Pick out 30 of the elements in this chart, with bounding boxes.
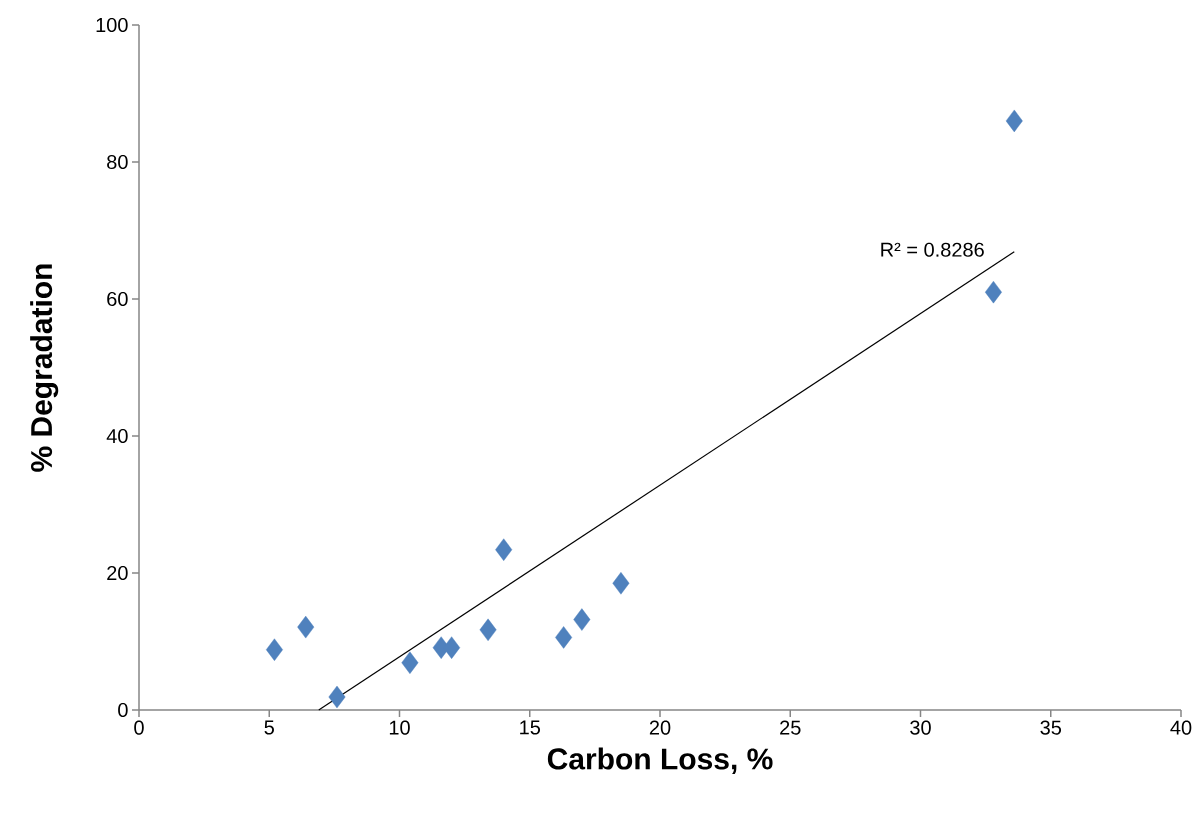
x-tick-label: 15 xyxy=(520,720,541,735)
y-tick-label: 20 xyxy=(107,565,128,581)
point xyxy=(555,626,573,649)
annotation: R² = 0.8286 xyxy=(881,242,984,257)
x-tick-label: 30 xyxy=(910,720,931,735)
x-tick-label: 0 xyxy=(134,720,144,735)
x-tick-label: 25 xyxy=(780,720,801,735)
y-tick-label: 40 xyxy=(106,428,128,444)
point xyxy=(612,572,630,595)
point xyxy=(479,618,497,642)
y-tick-label: 0 xyxy=(118,702,128,718)
point xyxy=(266,638,283,661)
y-tick-label: 80 xyxy=(107,154,128,170)
point xyxy=(328,685,346,709)
point xyxy=(1005,109,1023,133)
point xyxy=(573,608,591,631)
y-axis-title: % Degradation xyxy=(30,264,59,472)
x-tick-label: 10 xyxy=(389,720,410,735)
x-tick-label: 20 xyxy=(649,720,671,735)
x-axis-title: Carbon Loss, % xyxy=(547,747,773,774)
point xyxy=(984,280,1002,304)
y-tick-label: 60 xyxy=(107,291,128,307)
x-tick-label: 5 xyxy=(264,720,274,735)
x-tick-label: 40 xyxy=(1170,720,1192,735)
point xyxy=(495,538,513,561)
point xyxy=(401,651,419,674)
point xyxy=(297,615,315,639)
x-tick-label: 35 xyxy=(1040,720,1062,735)
point xyxy=(443,636,461,659)
y-tick-label: 100 xyxy=(96,17,128,33)
